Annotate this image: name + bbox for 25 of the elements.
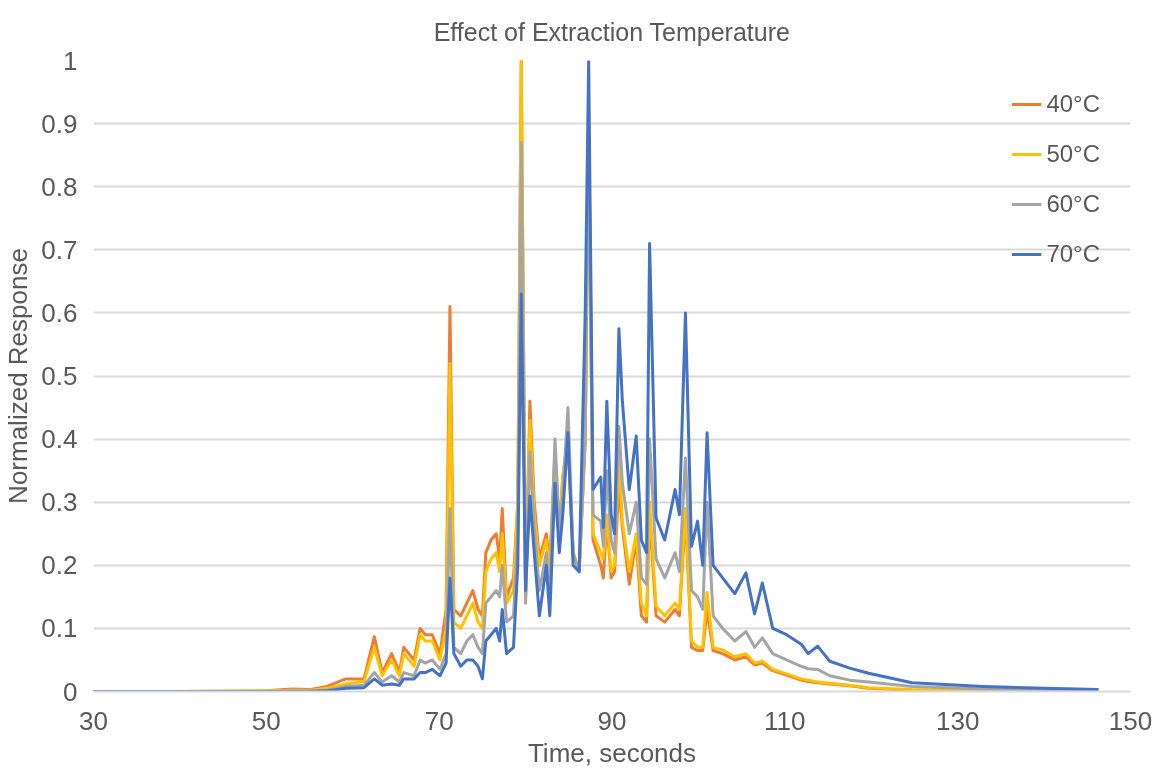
x-tick-label: 90 [597,705,627,736]
legend-label: 70°C [1046,240,1100,268]
y-tick-label: 0 [63,676,78,707]
x-tick-label: 70 [424,705,454,736]
x-tick-label: 50 [251,705,281,736]
legend-label: 40°C [1046,90,1100,118]
y-tick-label: 0.7 [41,234,78,265]
x-tick-label: 30 [79,705,108,736]
x-tick-label: 130 [935,705,980,736]
y-tick-label: 0.6 [41,297,78,328]
y-tick-label: 0.2 [41,550,78,581]
legend-label: 60°C [1046,190,1100,218]
y-tick-label: 0.3 [41,487,78,518]
x-axis-title: Time, seconds [527,737,697,768]
y-tick-label: 0.8 [41,171,78,202]
y-tick-label: 0.1 [41,613,78,644]
y-tick-label: 0.5 [41,361,78,391]
legend-label: 50°C [1046,140,1100,168]
y-tick-label: 1 [63,45,78,76]
x-tick-label: 110 [764,705,806,736]
y-axis-title: Normalized Response [3,248,34,504]
chart-title: Effect of Extraction Temperature [433,17,790,46]
y-tick-label: 0.4 [41,424,78,455]
x-tick-label: 150 [1108,705,1153,736]
y-tick-label: 0.9 [41,108,78,139]
